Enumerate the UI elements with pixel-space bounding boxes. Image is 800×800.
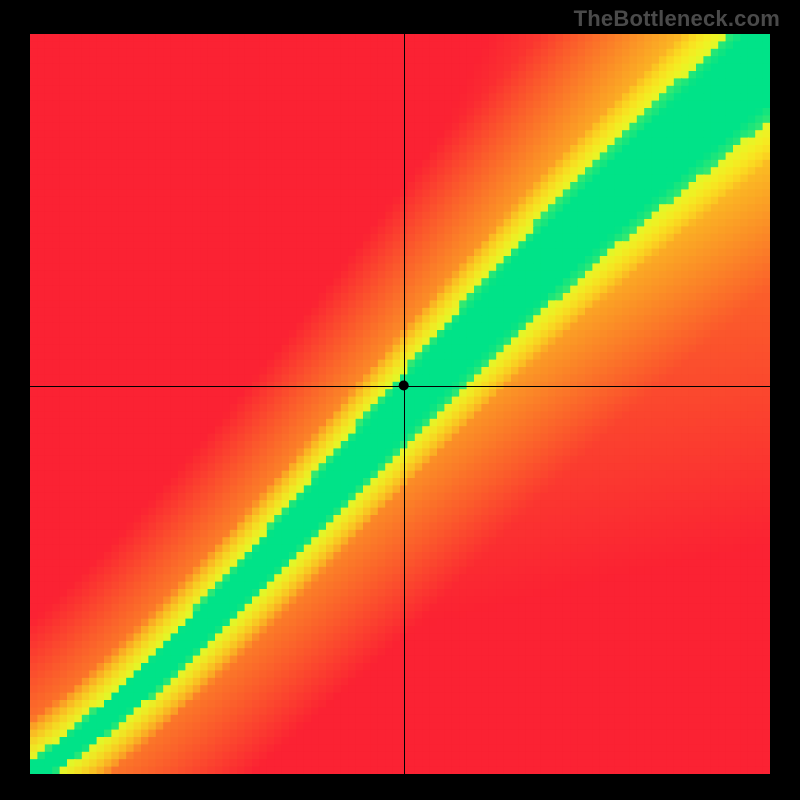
watermark-text: TheBottleneck.com: [574, 6, 780, 32]
heatmap-canvas: [30, 34, 770, 774]
bottleneck-heatmap: [30, 34, 770, 774]
